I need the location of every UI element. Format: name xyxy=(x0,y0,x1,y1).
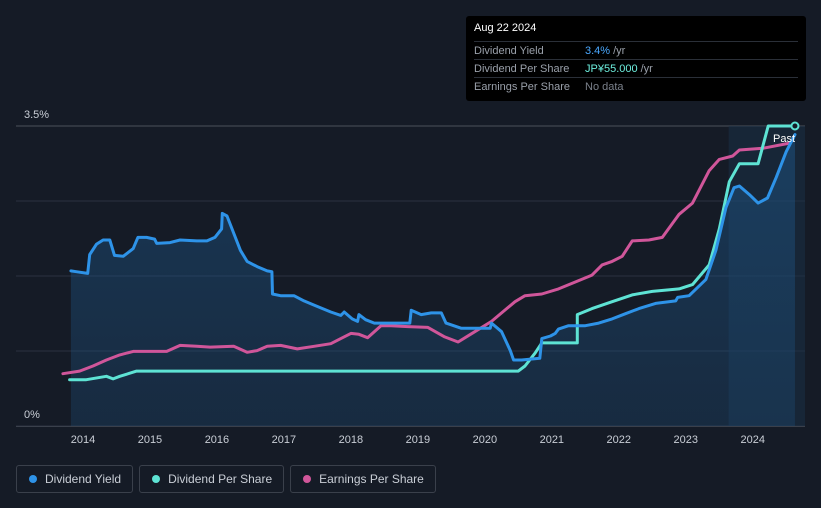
legend-item-earnings-per-share[interactable]: Earnings Per Share xyxy=(290,465,436,493)
x-tick-label: 2015 xyxy=(138,434,162,446)
y-tick-label: 0% xyxy=(24,409,40,421)
tooltip-value: No data xyxy=(585,80,624,93)
x-tick-label: 2024 xyxy=(741,434,765,446)
x-tick-label: 2023 xyxy=(674,434,698,446)
tooltip-row-dividend-yield: Dividend Yield 3.4% /yr xyxy=(474,41,798,59)
tooltip-value: JP¥55.000 xyxy=(585,62,638,75)
past-label: Past xyxy=(773,133,795,145)
x-tick-label: 2016 xyxy=(205,434,229,446)
tooltip-row-dividend-per-share: Dividend Per Share JP¥55.000 /yr xyxy=(474,59,798,77)
legend-item-dividend-yield[interactable]: Dividend Yield xyxy=(16,465,134,493)
axis-ticks: 2014 2015 2016 2017 2018 2019 2020 2021 2022 2023… xyxy=(24,109,765,446)
tooltip-label: Earnings Per Share xyxy=(474,80,570,93)
legend-label: Dividend Yield xyxy=(45,472,122,486)
x-tick-label: 2014 xyxy=(71,434,95,446)
hover-tooltip: Aug 22 2024 Dividend Yield 3.4% /yr Divi… xyxy=(466,16,806,101)
tooltip-row-earnings-per-share: Earnings Per Share No data xyxy=(474,77,798,95)
legend-item-dividend-per-share[interactable]: Dividend Per Share xyxy=(139,465,285,493)
tooltip-date: Aug 22 2024 xyxy=(474,22,537,34)
end-point-marker xyxy=(790,121,800,131)
tooltip-label: Dividend Per Share xyxy=(474,62,570,75)
legend-label: Earnings Per Share xyxy=(319,472,424,486)
tooltip-value: 3.4% xyxy=(585,44,611,57)
x-tick-label: 2019 xyxy=(406,434,430,446)
tooltip-unit: /yr xyxy=(640,62,653,75)
x-tick-label: 2020 xyxy=(473,434,497,446)
series-line-earnings-per-share xyxy=(61,141,792,376)
legend-dot-icon xyxy=(303,475,312,483)
series-line-dividend-per-share xyxy=(68,124,797,382)
x-tick-label: 2018 xyxy=(339,434,363,446)
x-tick-label: 2017 xyxy=(272,434,296,446)
x-tick-label: 2022 xyxy=(607,434,631,446)
tooltip-label: Dividend Yield xyxy=(474,44,544,57)
tooltip-unit: /yr xyxy=(613,44,626,57)
y-tick-label: 3.5% xyxy=(24,109,49,121)
series-line-dividend-yield xyxy=(69,133,797,362)
legend-dot-icon xyxy=(29,475,37,483)
series-lines xyxy=(61,121,800,382)
x-tick-label: 2021 xyxy=(540,434,564,446)
chart-legend: Dividend Yield Dividend Per Share Earnin… xyxy=(16,465,436,493)
dividend-yield-area xyxy=(70,134,795,426)
legend-dot-icon xyxy=(152,475,161,483)
legend-label: Dividend Per Share xyxy=(168,472,273,486)
